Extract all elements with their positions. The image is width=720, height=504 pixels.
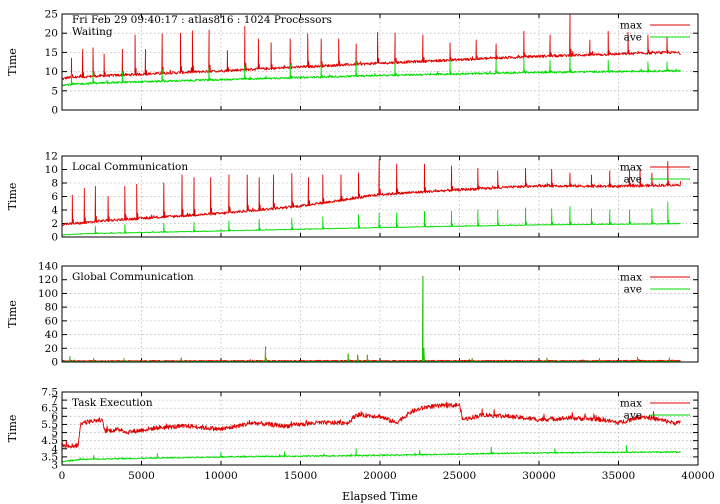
y-tick-label: 25	[45, 9, 58, 21]
plot-frame	[61, 391, 699, 466]
y-tick-label: 3.5	[41, 451, 58, 463]
y-tick-label: 80	[45, 302, 58, 314]
x-tick-label: 20000	[363, 470, 396, 482]
series-line-max	[61, 401, 681, 449]
legend-label-ave: ave	[624, 32, 642, 44]
y-axis-label: Time	[6, 415, 19, 443]
panel-title: Global Communication	[72, 271, 194, 283]
y-tick-label: 120	[38, 274, 58, 286]
y-tick-label: 2	[51, 218, 58, 230]
legend-label-ave: ave	[624, 410, 642, 422]
x-tick-label: 15000	[284, 470, 317, 482]
y-axis-label: Time	[6, 48, 19, 76]
legend-label-ave: ave	[624, 284, 642, 296]
y-tick-label: 3	[51, 460, 58, 472]
panel-title: Local Communication	[72, 161, 188, 173]
x-tick-label: 30000	[522, 470, 555, 482]
y-tick-label: 4	[51, 205, 58, 217]
legend-label-max: max	[620, 162, 642, 174]
series-line-max	[61, 158, 681, 226]
y-tick-label: 4	[51, 443, 58, 455]
x-tick-label: 10000	[204, 470, 237, 482]
y-tick-label: 40	[45, 329, 58, 341]
plot-frame	[61, 265, 699, 363]
x-tick-label: 25000	[443, 470, 476, 482]
plot-frame	[61, 155, 699, 238]
x-tick-label: 5000	[128, 470, 155, 482]
x-tick-label: 35000	[602, 470, 635, 482]
y-tick-label: 7.5	[41, 387, 58, 399]
y-tick-label: 5	[51, 85, 58, 97]
x-tick-label: 0	[59, 470, 66, 482]
y-tick-label: 6	[51, 411, 58, 423]
y-tick-label: 5.5	[41, 419, 58, 431]
y-tick-label: 20	[45, 343, 58, 355]
y-tick-label: 60	[45, 315, 58, 327]
y-tick-label: 10	[45, 164, 58, 176]
figure-header: Fri Feb 29 09:40:17 : atlas816 : 1024 Pr…	[72, 14, 332, 26]
y-tick-label: 0	[51, 232, 58, 244]
y-axis-label: Time	[6, 183, 19, 211]
series-line-max	[61, 13, 681, 81]
y-tick-label: 12	[45, 151, 58, 163]
y-tick-label: 100	[38, 288, 58, 300]
panel-title: Waiting	[72, 26, 113, 38]
x-tick-label: 40000	[681, 470, 714, 482]
series-line-ave	[61, 55, 681, 87]
y-tick-label: 0	[51, 357, 58, 369]
legend-label-max: max	[620, 20, 642, 32]
panel-title: Task Execution	[72, 397, 153, 409]
series-line-ave	[61, 201, 681, 236]
y-tick-label: 20	[45, 28, 58, 40]
y-tick-label: 10	[45, 66, 58, 78]
y-axis-label: Time	[6, 300, 19, 328]
y-tick-label: 0	[51, 105, 58, 117]
y-tick-label: 6	[51, 191, 58, 203]
y-tick-label: 140	[38, 261, 58, 273]
series-line-ave	[61, 276, 681, 363]
plot-frame	[61, 13, 699, 111]
legend-label-max: max	[620, 272, 642, 284]
legend-label-ave: ave	[624, 174, 642, 186]
x-axis-label: Elapsed Time	[342, 490, 418, 503]
y-tick-label: 5	[51, 427, 58, 439]
y-tick-label: 8	[51, 178, 58, 190]
y-tick-label: 4.5	[41, 435, 58, 447]
series-line-max	[61, 275, 681, 362]
y-tick-label: 6.5	[41, 403, 58, 415]
y-tick-label: 15	[45, 47, 58, 59]
y-tick-label: 7	[51, 395, 58, 407]
series-line-ave	[61, 445, 681, 463]
legend-label-max: max	[620, 398, 642, 410]
